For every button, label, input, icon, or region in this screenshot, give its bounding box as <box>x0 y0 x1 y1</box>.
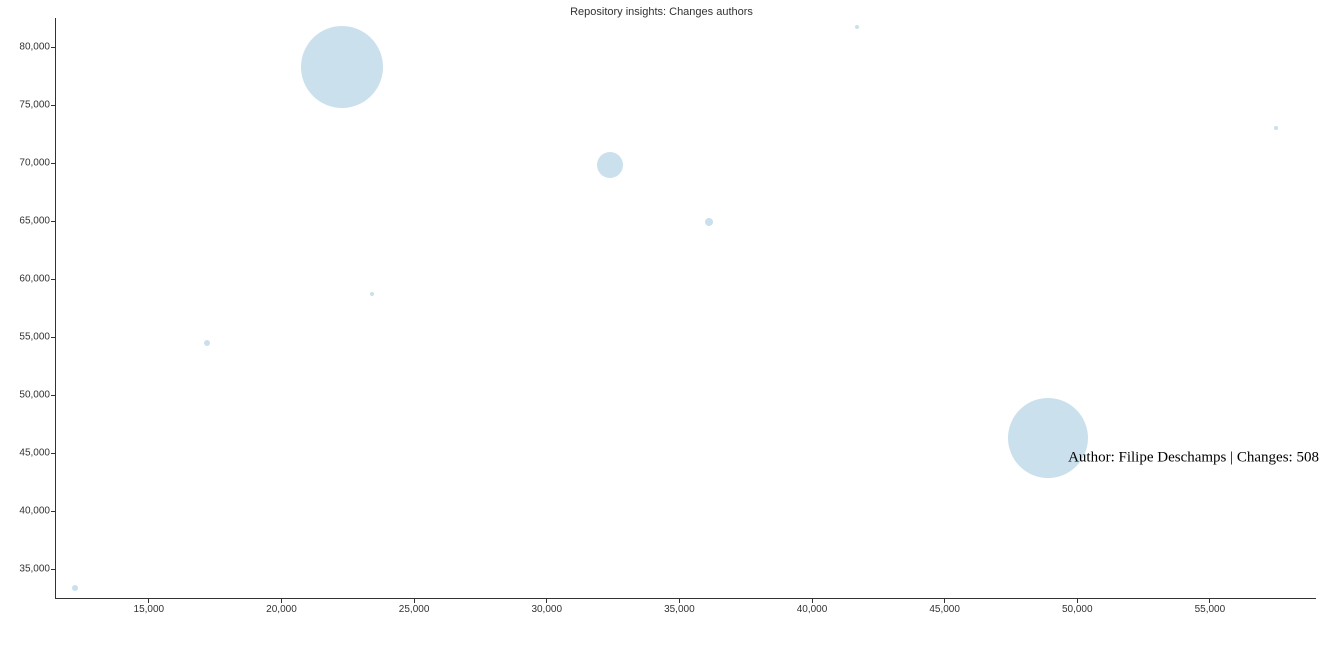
bubble-point[interactable] <box>1274 126 1278 130</box>
y-tick-label: 40,000 <box>19 506 56 517</box>
x-tick-label: 55,000 <box>1195 598 1226 615</box>
x-tick-label: 40,000 <box>797 598 828 615</box>
bubble-point[interactable] <box>597 152 623 178</box>
y-tick-label: 75,000 <box>19 100 56 111</box>
y-tick-label: 70,000 <box>19 158 56 169</box>
plot-area: 35,00040,00045,00050,00055,00060,00065,0… <box>55 18 1316 599</box>
bubble-point[interactable] <box>204 340 210 346</box>
y-tick-label: 60,000 <box>19 274 56 285</box>
bubble-point[interactable] <box>705 218 713 226</box>
x-tick-label: 15,000 <box>134 598 165 615</box>
bubble-point[interactable] <box>301 26 383 108</box>
x-tick-label: 50,000 <box>1062 598 1093 615</box>
y-tick-label: 45,000 <box>19 448 56 459</box>
y-tick-label: 65,000 <box>19 216 56 227</box>
x-tick-label: 20,000 <box>266 598 297 615</box>
chart-title: Repository insights: Changes authors <box>0 6 1323 18</box>
chart-container: Repository insights: Changes authors 35,… <box>0 0 1323 645</box>
x-tick-label: 35,000 <box>664 598 695 615</box>
y-tick-label: 50,000 <box>19 390 56 401</box>
point-annotation: Author: Filipe Deschamps | Changes: 508 <box>1068 449 1319 466</box>
x-tick-label: 25,000 <box>399 598 430 615</box>
y-tick-label: 35,000 <box>19 564 56 575</box>
x-tick-label: 45,000 <box>929 598 960 615</box>
bubble-point[interactable] <box>370 292 374 296</box>
y-tick-label: 55,000 <box>19 332 56 343</box>
bubble-point[interactable] <box>72 585 78 591</box>
x-tick-label: 30,000 <box>531 598 562 615</box>
bubble-point[interactable] <box>855 25 859 29</box>
y-tick-label: 80,000 <box>19 42 56 53</box>
